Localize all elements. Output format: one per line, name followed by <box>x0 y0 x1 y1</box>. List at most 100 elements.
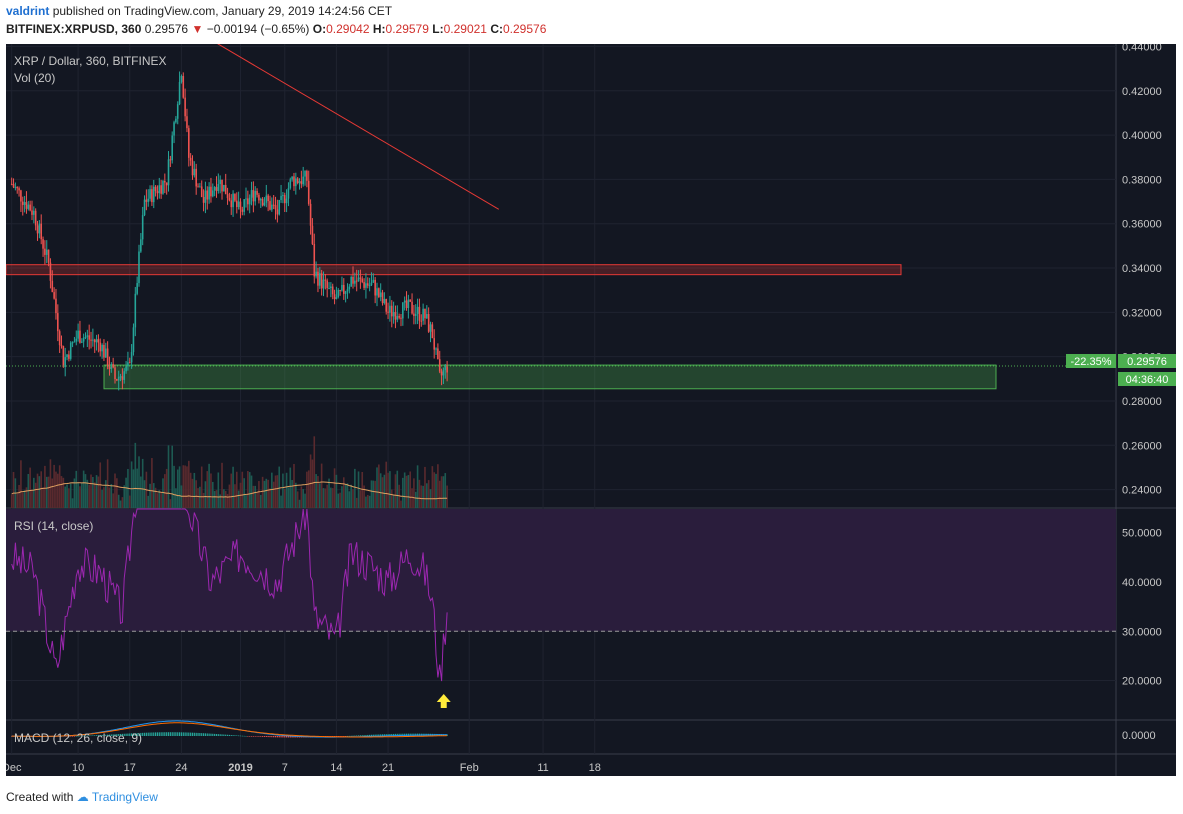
candle <box>66 353 68 361</box>
candle <box>378 287 380 299</box>
candle <box>250 181 253 206</box>
candle <box>317 267 319 293</box>
macd-hist-bar <box>160 732 162 736</box>
candle <box>199 182 201 188</box>
volume-bar <box>342 477 345 508</box>
volume-bar <box>359 490 362 508</box>
y-tick-label: 0.42000 <box>1122 86 1162 98</box>
volume-bar <box>243 478 245 508</box>
candle <box>282 192 284 204</box>
macd-hist-bar <box>147 732 149 736</box>
volume-bar <box>426 483 428 508</box>
candle <box>400 313 402 327</box>
volume-bar <box>36 473 39 508</box>
volume-bar <box>200 466 203 508</box>
candle <box>427 307 430 333</box>
volume-bar <box>167 445 170 508</box>
macd-hist-bar <box>182 732 184 736</box>
macd-hist-bar <box>108 734 111 736</box>
candle <box>93 338 96 353</box>
volume-bar <box>259 494 262 508</box>
candle <box>162 179 164 195</box>
candle <box>121 368 124 390</box>
volume-bar <box>370 480 373 508</box>
volume-bar <box>138 456 140 508</box>
candle <box>75 330 78 346</box>
macd-hist-bar <box>267 736 269 738</box>
candle <box>372 273 375 283</box>
volume-bar <box>420 485 423 508</box>
author-link[interactable]: valdrint <box>6 4 50 18</box>
candle <box>322 271 325 297</box>
macd-hist-bar <box>75 735 77 737</box>
candle <box>390 300 393 328</box>
candle <box>293 172 295 191</box>
chart-panel[interactable]: 0.44000 0.42000 0.40000 0.38000 0.36000 0.340… <box>2 39 1176 776</box>
candle <box>136 276 138 296</box>
candle <box>296 177 299 185</box>
volume-bar <box>178 466 181 508</box>
macd-hist-bar <box>188 732 190 736</box>
rsi-tick-label: 50.0000 <box>1122 528 1162 540</box>
volume-bar <box>211 481 214 508</box>
candle <box>160 179 162 199</box>
chart-canvas[interactable]: 0.44000 0.42000 0.40000 0.38000 0.36000 0.340… <box>2 39 1176 776</box>
volume-bar <box>431 466 434 508</box>
macd-hist-bar <box>178 732 181 736</box>
volume-bar <box>440 476 443 508</box>
volume-bar <box>20 460 22 508</box>
volume-ma-line <box>11 481 448 500</box>
candle <box>191 155 194 180</box>
candle <box>245 187 247 208</box>
volume-bar <box>272 481 275 508</box>
y-tick-label: 0.34000 <box>1122 263 1162 275</box>
candle <box>426 305 428 319</box>
volume-bar <box>112 493 114 508</box>
candle <box>119 373 122 382</box>
candle <box>271 197 273 212</box>
price-change: −0.00194 (−0.65%) <box>206 22 310 36</box>
candle <box>424 308 426 325</box>
volume-bar <box>306 471 308 508</box>
volume-bar <box>75 470 78 508</box>
volume-bar <box>241 471 244 508</box>
candle <box>180 74 183 84</box>
candle <box>200 180 203 198</box>
candle <box>283 192 286 213</box>
candle <box>339 289 341 296</box>
volume-bar <box>97 476 100 508</box>
macd-hist-bar <box>173 732 175 736</box>
volume-bar <box>116 478 118 508</box>
volume-bar <box>372 480 375 508</box>
macd-hist-bar <box>249 736 251 737</box>
candle <box>368 277 371 292</box>
candle <box>45 240 48 264</box>
candle <box>352 266 354 289</box>
macd-hist-bar <box>70 736 72 737</box>
candle <box>274 196 277 220</box>
candle <box>289 177 292 190</box>
volume-bar <box>34 482 37 508</box>
volume-bar <box>383 474 386 508</box>
candle <box>132 323 135 356</box>
countdown-badge: 04:36:40 <box>1118 372 1176 386</box>
legend-title: XRP / Dollar, 360, BITFINEX <box>14 54 167 68</box>
volume-bar <box>88 484 90 508</box>
volume-bar <box>197 488 199 508</box>
candle <box>79 320 81 344</box>
volume-bar <box>411 488 413 508</box>
tradingview-link[interactable]: TradingView <box>91 790 158 804</box>
volume-bar <box>49 459 52 508</box>
volume-bar <box>282 473 284 508</box>
volume-bar <box>180 485 183 508</box>
volume-bar <box>69 483 72 508</box>
candle <box>12 178 15 189</box>
macd-hist-bar <box>127 733 129 736</box>
candle <box>295 172 297 195</box>
macd-hist-bar <box>225 734 227 736</box>
volume-bar <box>390 489 393 508</box>
volume-bar <box>51 478 54 508</box>
macd-hist-bar <box>239 735 242 737</box>
candle <box>237 191 240 210</box>
macd-hist-bar <box>193 732 195 736</box>
